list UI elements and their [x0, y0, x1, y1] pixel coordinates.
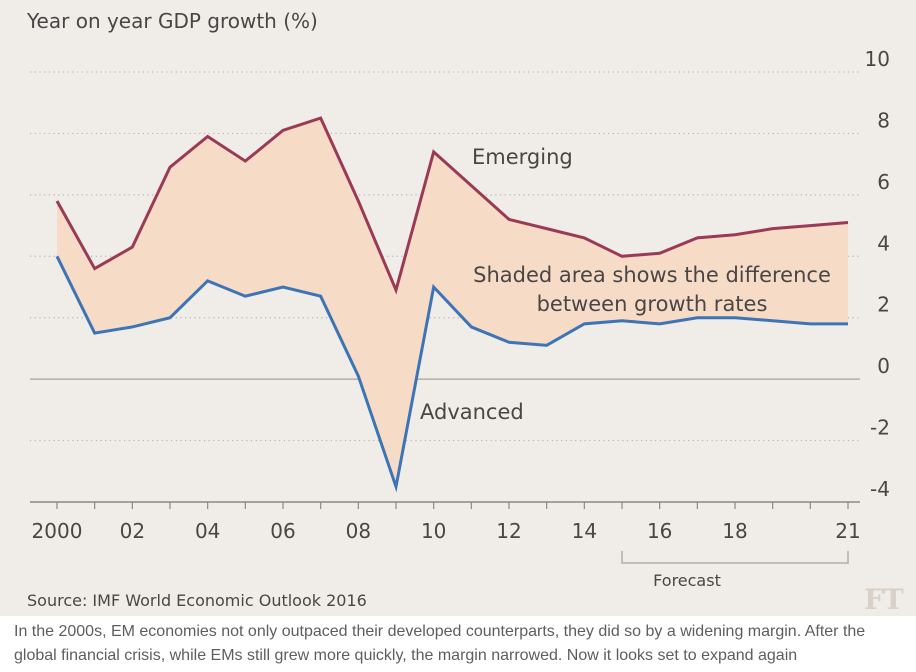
- emerging-label: Emerging: [472, 145, 573, 169]
- y-tick-label: 10: [865, 47, 890, 71]
- forecast-label: Forecast: [653, 571, 721, 590]
- ft-logo: FT: [864, 583, 904, 616]
- y-tick-label: -4: [870, 477, 890, 501]
- forecast-bracket: [621, 551, 849, 564]
- x-tick-label: 18: [722, 519, 747, 543]
- caption-text: In the 2000s, EM economies not only outp…: [14, 623, 866, 664]
- x-tick-label: 06: [270, 519, 295, 543]
- x-tick-label: 21: [835, 519, 860, 543]
- y-tick-label: 2: [877, 293, 890, 317]
- advanced-label: Advanced: [420, 400, 524, 424]
- x-tick-label: 2000: [32, 519, 83, 543]
- y-tick-label: -2: [870, 416, 890, 440]
- x-tick-label: 04: [195, 519, 220, 543]
- series-line-emerging: [55, 116, 849, 295]
- x-tick-label: 08: [346, 519, 371, 543]
- y-tick-label: 6: [877, 170, 890, 194]
- x-tick-label: 10: [421, 519, 446, 543]
- caption-box: [0, 616, 916, 672]
- x-tick-label: 12: [496, 519, 521, 543]
- series-line-advanced: [55, 255, 848, 493]
- source-note: Source: IMF World Economic Outlook 2016: [27, 591, 367, 610]
- x-tick-label: 02: [120, 519, 145, 543]
- y-tick-label: 4: [877, 231, 890, 255]
- shaded-area-note-line2: between growth rates: [537, 292, 768, 316]
- difference-area: [57, 118, 848, 487]
- y-tick-label: 8: [877, 108, 890, 132]
- shaded-area-note-line1: Shaded area shows the difference: [473, 263, 831, 287]
- x-tick-label: 16: [647, 519, 672, 543]
- gdp-growth-chart: Year on year GDP growth (%) 2000 02 04 06 08…: [26, 9, 890, 590]
- y-tick-label: 0: [877, 354, 890, 378]
- chart-title: Year on year GDP growth (%): [26, 9, 318, 33]
- x-tick-label: 14: [572, 519, 597, 543]
